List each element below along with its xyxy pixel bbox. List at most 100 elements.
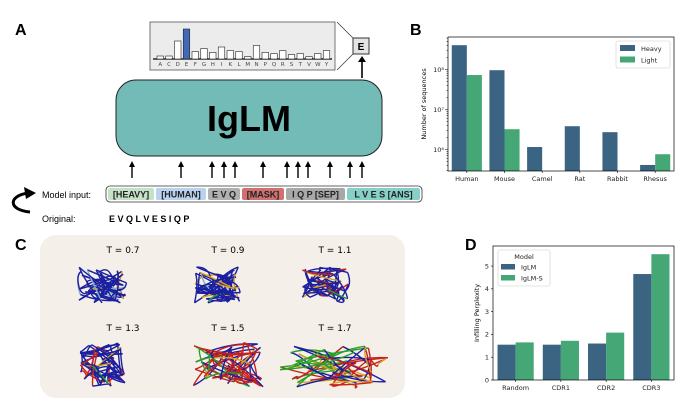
bar-heavy xyxy=(602,132,618,171)
protein-backbone xyxy=(95,269,127,284)
histogram-letter: V xyxy=(307,62,311,68)
histogram-bar xyxy=(156,55,164,60)
x-tick-label: Rat xyxy=(574,175,585,183)
arrow-head-icon xyxy=(305,161,311,167)
histogram-bar xyxy=(244,56,252,60)
legend-label: Heavy xyxy=(641,45,662,53)
curved-arrow-icon xyxy=(11,191,31,214)
legend-label: IgLM-S xyxy=(521,275,543,283)
histogram-letter: E xyxy=(185,62,189,68)
arrow-head-icon xyxy=(358,56,366,62)
protein-backbone xyxy=(307,267,341,272)
histogram-bar xyxy=(305,56,313,60)
token-chip xyxy=(347,188,420,200)
y-axis-label: Number of sequences xyxy=(420,68,428,140)
bar-heavy xyxy=(451,45,467,172)
protein-backbone xyxy=(215,281,240,289)
x-tick-label: CDR2 xyxy=(597,384,615,392)
protein-backbone xyxy=(193,273,198,303)
arrow-head-icon xyxy=(347,161,353,167)
protein-backbone xyxy=(315,355,373,375)
protein-backbone xyxy=(215,269,235,284)
histogram-bar xyxy=(322,50,331,60)
protein-backbone xyxy=(112,270,119,287)
protein-backbone xyxy=(331,380,348,387)
protein-backbone xyxy=(329,380,371,386)
x-tick-label: CDR1 xyxy=(552,384,570,392)
histogram-letter: P xyxy=(264,62,268,68)
histogram-bar xyxy=(261,52,269,60)
protein-backbone xyxy=(196,283,213,294)
bar-iglm-s xyxy=(515,342,534,380)
histogram-letter: L xyxy=(238,62,242,68)
protein-backbone xyxy=(212,285,236,297)
x-tick-label: Camel xyxy=(532,175,553,183)
y-tick-label: 10⁶ xyxy=(433,146,444,154)
model-box xyxy=(115,79,383,157)
histogram-bar xyxy=(235,51,243,60)
protein-backbone xyxy=(104,372,125,376)
protein-backbone xyxy=(91,364,100,378)
arrow-head-icon xyxy=(232,161,238,167)
panel-label-d: D xyxy=(465,237,477,254)
histogram-bar xyxy=(191,51,199,60)
protein-backbone xyxy=(77,271,82,289)
token-text: [HEAVY] xyxy=(113,190,149,200)
plot-frame xyxy=(492,245,675,381)
token-text: L V E S [ANS] xyxy=(354,190,412,200)
protein-backbone xyxy=(95,269,116,302)
protein-backbone xyxy=(78,288,90,295)
protein-backbone xyxy=(79,364,106,383)
protein-backbone xyxy=(241,352,257,380)
histogram-bar xyxy=(270,53,278,60)
y-tick-label: 10⁷ xyxy=(433,106,444,114)
protein-backbone xyxy=(201,274,210,290)
histogram-bar xyxy=(279,50,287,60)
protein-backbone xyxy=(325,284,329,290)
protein-backbone xyxy=(97,371,120,379)
protein-backbone xyxy=(213,356,252,365)
protein-backbone xyxy=(223,284,233,295)
arrow-head-icon xyxy=(284,161,290,167)
protein-backbone xyxy=(105,273,124,296)
protein-backbone xyxy=(216,294,222,302)
histogram-bar xyxy=(252,45,261,60)
protein-backbone xyxy=(332,371,340,376)
bar-iglm xyxy=(542,344,561,380)
protein-backbone xyxy=(302,286,334,291)
protein-backbone xyxy=(101,357,123,376)
protein-backbone xyxy=(81,351,98,365)
model-name: IgLM xyxy=(207,98,291,139)
x-tick-label: Rhesus xyxy=(643,175,667,183)
histogram-letter: G xyxy=(202,62,206,68)
protein-backbone xyxy=(90,292,121,304)
panel-label-b: B xyxy=(410,22,422,39)
temperature-label: T = 1.5 xyxy=(210,324,244,334)
bar-iglm xyxy=(633,274,652,380)
bar-heavy xyxy=(527,147,543,171)
bar-iglm xyxy=(497,344,516,380)
x-tick-label: Random xyxy=(502,384,529,392)
protein-backbone xyxy=(332,285,343,295)
token-text: [HUMAN] xyxy=(161,190,201,200)
histogram-letter: W xyxy=(315,62,321,68)
y-tick-label: 10⁸ xyxy=(433,66,444,74)
zoom-line xyxy=(336,21,354,39)
histogram-bar xyxy=(209,52,217,60)
protein-backbone xyxy=(290,351,316,372)
x-tick-label: Mouse xyxy=(494,175,515,183)
y-tick-label: 4 xyxy=(485,285,489,293)
protein-backbone xyxy=(367,347,372,384)
temperature-label: T = 0.7 xyxy=(105,246,139,256)
protein-backbone xyxy=(197,291,241,294)
plot-frame xyxy=(447,36,675,172)
legend-swatch xyxy=(501,264,515,270)
y-tick-label: 3 xyxy=(485,308,489,316)
protein-backbone xyxy=(78,266,124,296)
histogram-bar xyxy=(226,50,234,60)
token-chip xyxy=(242,188,284,200)
protein-backbone xyxy=(80,349,121,355)
token-chip xyxy=(108,188,154,200)
